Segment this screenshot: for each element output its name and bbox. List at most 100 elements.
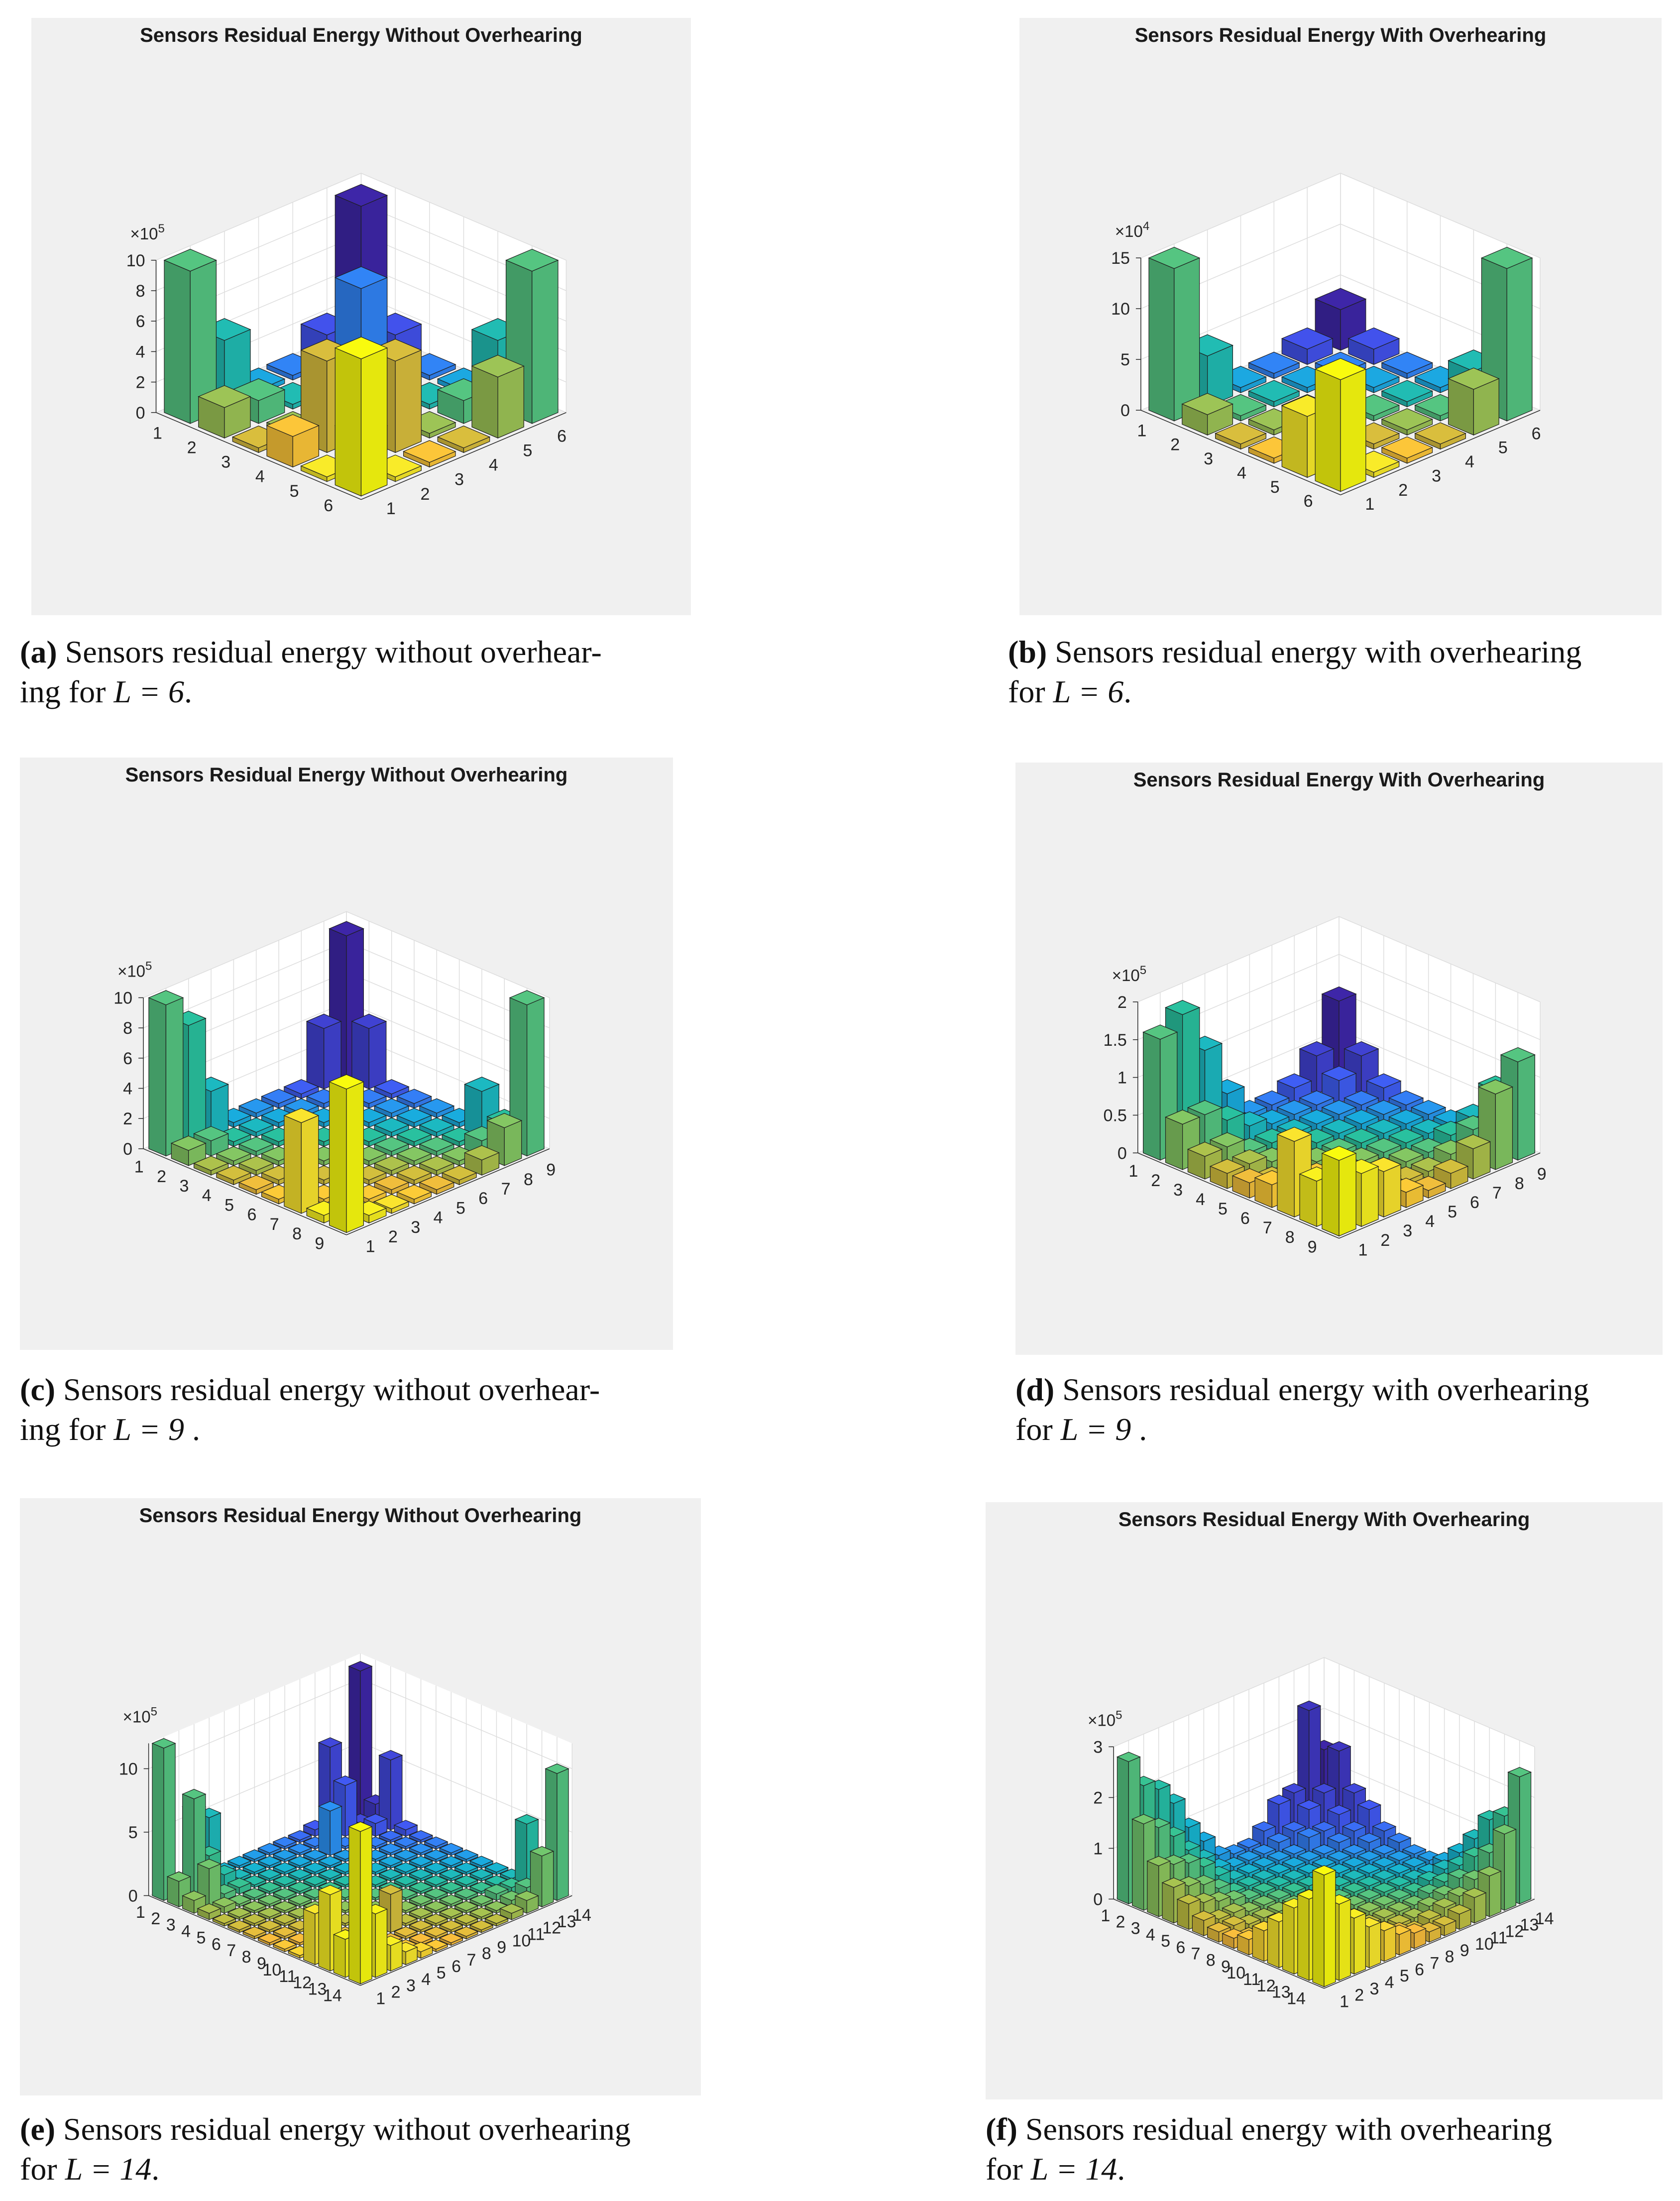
bar-3d [1357,1876,1382,1892]
bar-face-left [329,1081,347,1233]
bar-3d [499,1903,524,1920]
bar-face-right [315,1867,327,1875]
y-tick-label: 11 [279,1967,296,1986]
bar-face-right [466,1867,478,1875]
bar-3d [266,414,320,468]
y-axis-line [1137,1152,1340,1239]
bar-3d [408,1881,434,1895]
bar-face-right [405,1918,418,1927]
x-tick-label: 1 [386,499,396,518]
bar-3d [318,1869,342,1882]
bar-3d [393,1862,418,1875]
bar-face-right [466,1931,478,1940]
bar-3d [393,1849,418,1863]
z-scale-exponent: 5 [151,1705,157,1718]
y-tick-label: 13 [1272,1983,1291,2002]
y-tick-label: 3 [166,1916,176,1935]
x-tick-label: 6 [478,1189,488,1208]
bar-face-right [466,1879,478,1888]
bar-3d [272,1913,297,1927]
x-tick-label: 11 [1490,1928,1507,1947]
caption-e-math: L = 14 [65,2151,152,2187]
bar-face-right [466,1854,478,1863]
bar-face-right [1373,433,1400,450]
bar-face-right [1399,1929,1411,1956]
bar-face-right [1517,1054,1536,1161]
bar-face-right [390,1889,403,1933]
bar-3d [1236,1876,1261,1892]
bar-face-right [284,1931,297,1940]
bar-3d [272,1939,297,1953]
caption-e-label: (e) [20,2111,56,2147]
x-axis-line [1339,1152,1541,1239]
caption-c: (c) Sensors residual energy without over… [20,1370,707,1449]
chart-f-svg: Sensors Residual Energy With Overhearing… [1088,1509,1554,2011]
caption-e-text1: Sensors residual energy without overhear… [55,2111,631,2147]
caption-f-text1: Sensors residual energy with overhearing [1017,2111,1553,2147]
bar-3d [1344,1109,1379,1132]
wall-grid-line [143,911,550,998]
bar-face-right [375,1879,388,1888]
chart-a-svg: Sensors Residual Energy Without Overhear… [126,24,582,518]
bar-3d [373,1117,410,1138]
bar-face-right [526,1895,539,1914]
bar-3d [329,1074,364,1233]
bar-3d [1314,358,1367,492]
bar-face-right [496,1918,509,1927]
x-tick-label: 6 [1415,1960,1424,1979]
bar-face-right [429,422,456,439]
bar-3d [242,1887,267,1901]
x-tick-label: 7 [1492,1184,1502,1203]
bar-3d [1388,1147,1424,1170]
x-tick-label: 6 [1532,424,1541,443]
z-scale-exponent: 4 [1143,220,1149,233]
bar-3d [303,1875,328,1888]
bar-3d [454,1913,479,1927]
bar-face-right [1407,419,1433,436]
bar-face-right [405,1931,418,1940]
bar-face-left [1281,405,1308,478]
x-tick-label: 12 [542,1919,561,1938]
bar-face-right [254,1867,266,1875]
y-tick-label: 4 [1237,463,1246,482]
bar-3d [1215,422,1267,450]
bar-face-right [405,1946,418,1966]
bar-3d [439,1894,463,1908]
bar-3d [212,1913,237,1927]
bar-face-right [466,1892,478,1901]
bar-3d [439,1907,463,1920]
bar-face-right [1506,257,1533,422]
bar-face-left [1277,1133,1295,1218]
bar-face-right [375,1908,388,1978]
bar-3d [408,1907,434,1920]
bar-face-right [481,1899,493,1908]
bar-face-right [375,1841,388,1850]
bar-3d [373,1156,410,1176]
x-tick-label: 8 [524,1170,533,1189]
bar-face-right [1474,1892,1486,1924]
y-tick-label: 9 [257,1954,266,1973]
bar-face-right [405,1879,418,1888]
bar-face-right [420,1873,433,1882]
bar-3d [1321,1066,1357,1104]
z-tick-label: 0.5 [1104,1106,1127,1125]
bar-3d [439,1843,463,1856]
y-tick-label: 1 [136,1903,145,1922]
bar-3d [197,1903,222,1920]
bar-3d [1281,327,1334,365]
x-tick-label: 3 [406,1977,416,1995]
bar-face-left [1322,1153,1340,1237]
bar-3d [378,1869,403,1882]
z-tick-label: 10 [113,989,132,1007]
caption-f-math: L = 14 [1030,2151,1118,2187]
y-tick-label: 5 [1270,478,1280,497]
bar-face-right [299,1860,312,1869]
x-tick-label: 2 [420,485,430,504]
bar-face-right [450,1873,463,1882]
bar-face-right [254,1918,266,1927]
z-tick-label: 0 [123,1140,132,1159]
bar-face-right [299,1873,312,1882]
y-tick-label: 3 [1173,1181,1183,1200]
z-scale-exponent: 5 [1140,964,1146,977]
wall-grid-line [1137,954,1541,1040]
